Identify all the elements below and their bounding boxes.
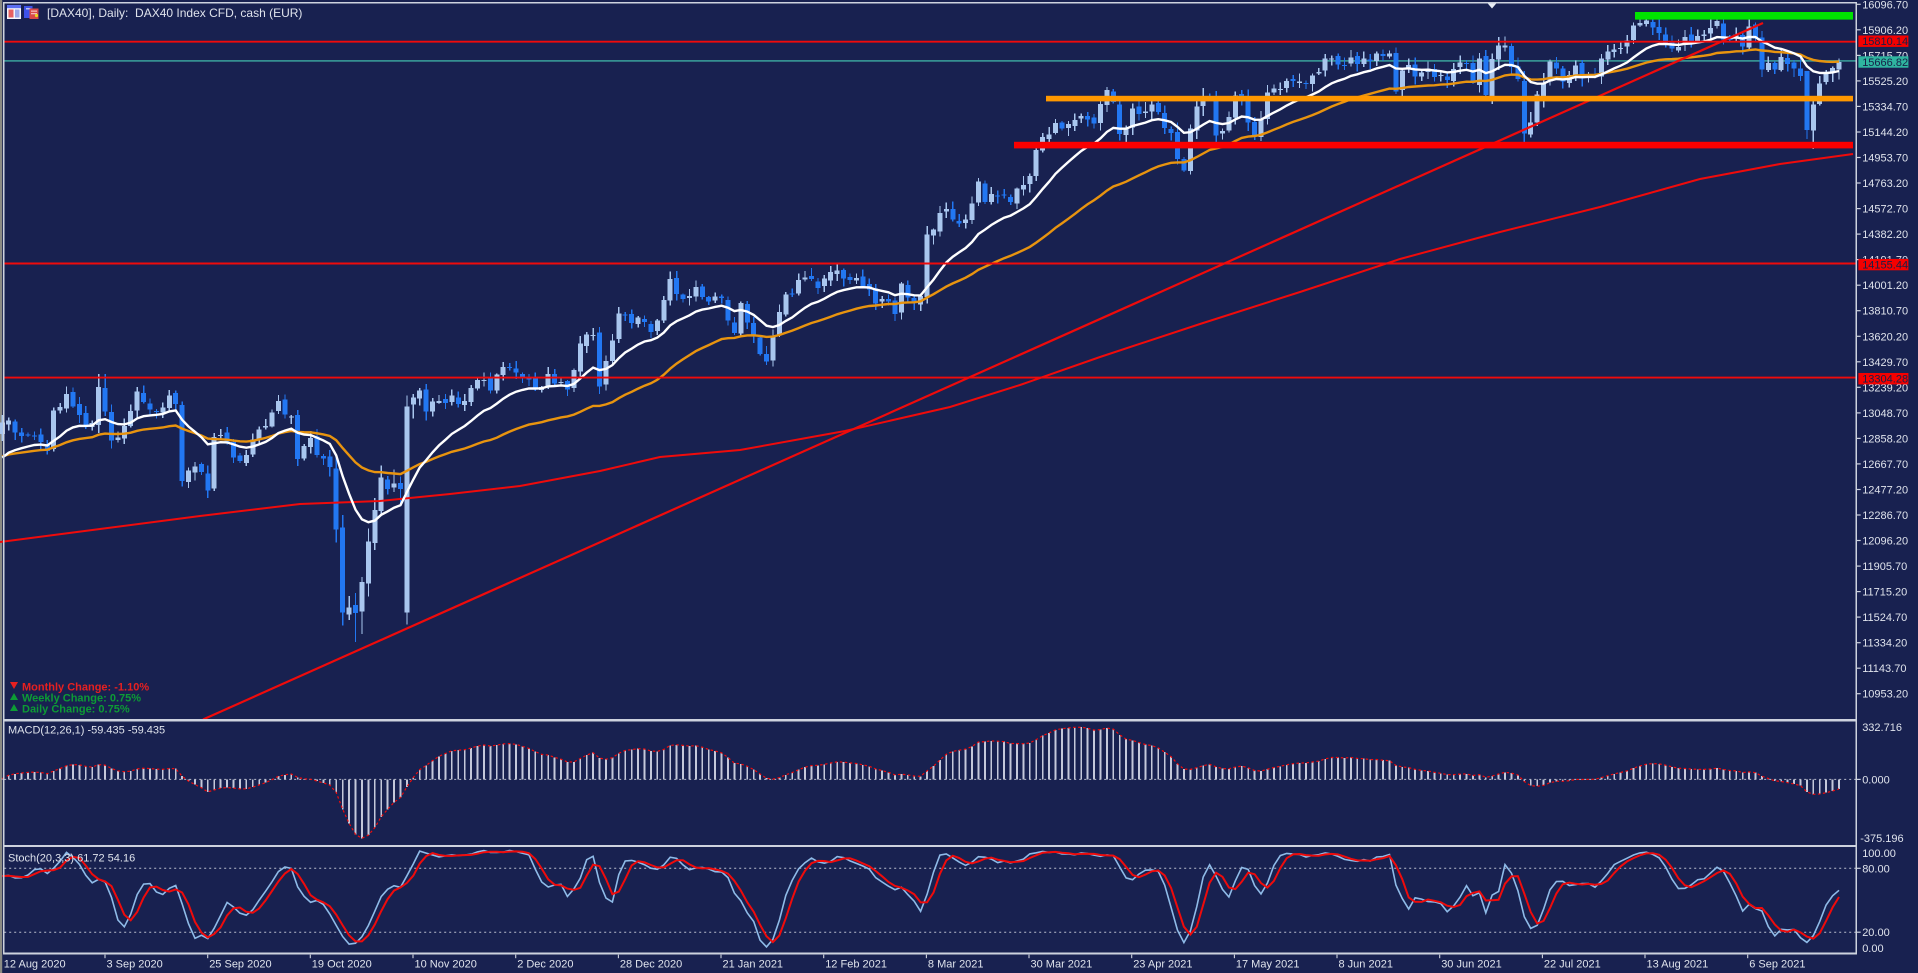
- svg-text:13 Aug 2021: 13 Aug 2021: [1647, 959, 1709, 971]
- svg-text:13048.70: 13048.70: [1862, 408, 1908, 420]
- svg-text:8 Jun 2021: 8 Jun 2021: [1339, 959, 1393, 971]
- svg-text:14572.70: 14572.70: [1862, 204, 1908, 216]
- svg-text:19 Oct 2020: 19 Oct 2020: [312, 959, 372, 971]
- svg-text:11334.20: 11334.20: [1862, 638, 1907, 650]
- svg-text:12667.70: 12667.70: [1862, 459, 1908, 471]
- svg-text:15666.82: 15666.82: [1862, 57, 1908, 69]
- svg-text:25 Sep 2020: 25 Sep 2020: [209, 959, 271, 971]
- svg-text:30 Mar 2021: 30 Mar 2021: [1031, 959, 1093, 971]
- svg-text:Monthly Change: -1.10%: Monthly Change: -1.10%: [22, 682, 149, 694]
- svg-text:Stoch(20,3,3) 61.72 54.16: Stoch(20,3,3) 61.72 54.16: [8, 853, 135, 865]
- svg-text:15525.20: 15525.20: [1862, 76, 1908, 88]
- svg-text:3 Sep 2020: 3 Sep 2020: [107, 959, 163, 971]
- svg-text:14001.20: 14001.20: [1862, 280, 1908, 292]
- svg-text:Daily Change: 0.75%: Daily Change: 0.75%: [22, 704, 130, 716]
- svg-text:21 Jan 2021: 21 Jan 2021: [723, 959, 784, 971]
- svg-text:15334.70: 15334.70: [1862, 101, 1908, 113]
- svg-text:12858.20: 12858.20: [1862, 433, 1908, 445]
- svg-text:12477.20: 12477.20: [1862, 485, 1908, 497]
- svg-text:0.00: 0.00: [1862, 943, 1883, 955]
- svg-text:30 Jun 2021: 30 Jun 2021: [1441, 959, 1502, 971]
- svg-text:332.716: 332.716: [1862, 722, 1902, 734]
- svg-text:20.00: 20.00: [1862, 927, 1890, 939]
- svg-text:Weekly Change: 0.75%: Weekly Change: 0.75%: [22, 693, 141, 705]
- svg-text:14763.20: 14763.20: [1862, 178, 1908, 190]
- svg-text:10 Nov 2020: 10 Nov 2020: [415, 959, 477, 971]
- svg-text:8 Mar 2021: 8 Mar 2021: [928, 959, 984, 971]
- svg-text:-375.196: -375.196: [1860, 833, 1903, 845]
- svg-text:15906.20: 15906.20: [1862, 25, 1908, 37]
- svg-text:28 Dec 2020: 28 Dec 2020: [620, 959, 682, 971]
- svg-text:2 Dec 2020: 2 Dec 2020: [517, 959, 573, 971]
- svg-text:13304.28: 13304.28: [1862, 374, 1908, 386]
- svg-text:11143.70: 11143.70: [1862, 663, 1906, 675]
- svg-text:10953.20: 10953.20: [1862, 689, 1908, 701]
- svg-text:6 Sep 2021: 6 Sep 2021: [1749, 959, 1805, 971]
- svg-text:13429.70: 13429.70: [1862, 357, 1908, 369]
- svg-text:80.00: 80.00: [1862, 863, 1890, 875]
- svg-text:12 Aug 2020: 12 Aug 2020: [4, 959, 66, 971]
- svg-text:13810.70: 13810.70: [1862, 306, 1908, 318]
- svg-text:13620.20: 13620.20: [1862, 331, 1908, 343]
- svg-text:16096.70: 16096.70: [1862, 0, 1908, 11]
- svg-text:17 May 2021: 17 May 2021: [1236, 959, 1300, 971]
- svg-text:14155.44: 14155.44: [1862, 260, 1908, 272]
- svg-text:22 Jul 2021: 22 Jul 2021: [1544, 959, 1601, 971]
- svg-text:MACD(12,26,1) -59.435 -59.435: MACD(12,26,1) -59.435 -59.435: [8, 725, 165, 737]
- svg-text:15144.20: 15144.20: [1862, 127, 1908, 139]
- svg-text:23 Apr 2021: 23 Apr 2021: [1133, 959, 1192, 971]
- svg-text:14382.20: 14382.20: [1862, 229, 1908, 241]
- svg-text:15810.14: 15810.14: [1862, 36, 1908, 48]
- svg-text:[DAX40], Daily: DAX40 Index C: [DAX40], Daily: DAX40 Index CFD, cash (E…: [47, 6, 302, 20]
- svg-text:13239.20: 13239.20: [1862, 382, 1908, 394]
- svg-text:12096.20: 12096.20: [1862, 536, 1908, 548]
- svg-text:11715.20: 11715.20: [1862, 587, 1907, 599]
- svg-text:11524.70: 11524.70: [1862, 612, 1907, 624]
- svg-text:12286.70: 12286.70: [1862, 510, 1908, 522]
- svg-text:100.00: 100.00: [1862, 848, 1896, 860]
- svg-text:12 Feb 2021: 12 Feb 2021: [825, 959, 887, 971]
- svg-text:11905.70: 11905.70: [1862, 561, 1907, 573]
- svg-text:14953.70: 14953.70: [1862, 153, 1908, 165]
- svg-text:0.000: 0.000: [1862, 774, 1890, 786]
